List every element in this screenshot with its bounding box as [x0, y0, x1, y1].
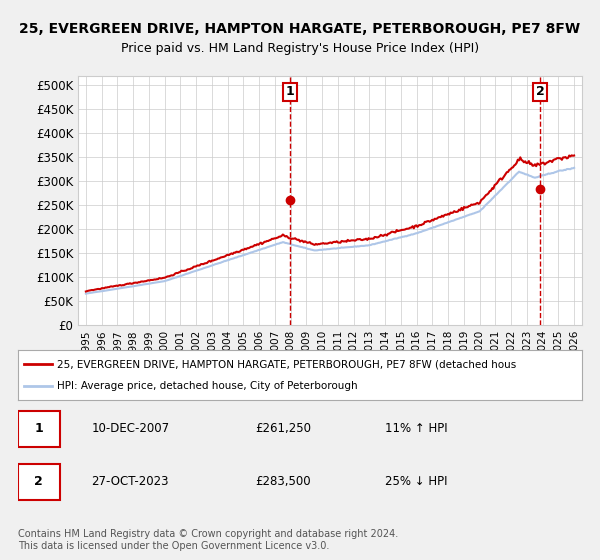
- Text: £283,500: £283,500: [255, 475, 311, 488]
- FancyBboxPatch shape: [18, 464, 60, 500]
- Text: Price paid vs. HM Land Registry's House Price Index (HPI): Price paid vs. HM Land Registry's House …: [121, 42, 479, 55]
- FancyBboxPatch shape: [18, 410, 60, 447]
- Text: 25, EVERGREEN DRIVE, HAMPTON HARGATE, PETERBOROUGH, PE7 8FW (detached hous: 25, EVERGREEN DRIVE, HAMPTON HARGATE, PE…: [58, 359, 517, 369]
- Text: 25% ↓ HPI: 25% ↓ HPI: [385, 475, 447, 488]
- Text: 25, EVERGREEN DRIVE, HAMPTON HARGATE, PETERBOROUGH, PE7 8FW: 25, EVERGREEN DRIVE, HAMPTON HARGATE, PE…: [19, 22, 581, 36]
- Text: £261,250: £261,250: [255, 422, 311, 435]
- Text: 27-OCT-2023: 27-OCT-2023: [91, 475, 169, 488]
- Text: 2: 2: [536, 85, 544, 98]
- Text: 10-DEC-2007: 10-DEC-2007: [91, 422, 169, 435]
- Text: 2: 2: [34, 475, 43, 488]
- Text: 11% ↑ HPI: 11% ↑ HPI: [385, 422, 447, 435]
- Text: 1: 1: [286, 85, 294, 98]
- Text: 1: 1: [34, 422, 43, 435]
- Text: Contains HM Land Registry data © Crown copyright and database right 2024.
This d: Contains HM Land Registry data © Crown c…: [18, 529, 398, 551]
- Text: HPI: Average price, detached house, City of Peterborough: HPI: Average price, detached house, City…: [58, 381, 358, 391]
